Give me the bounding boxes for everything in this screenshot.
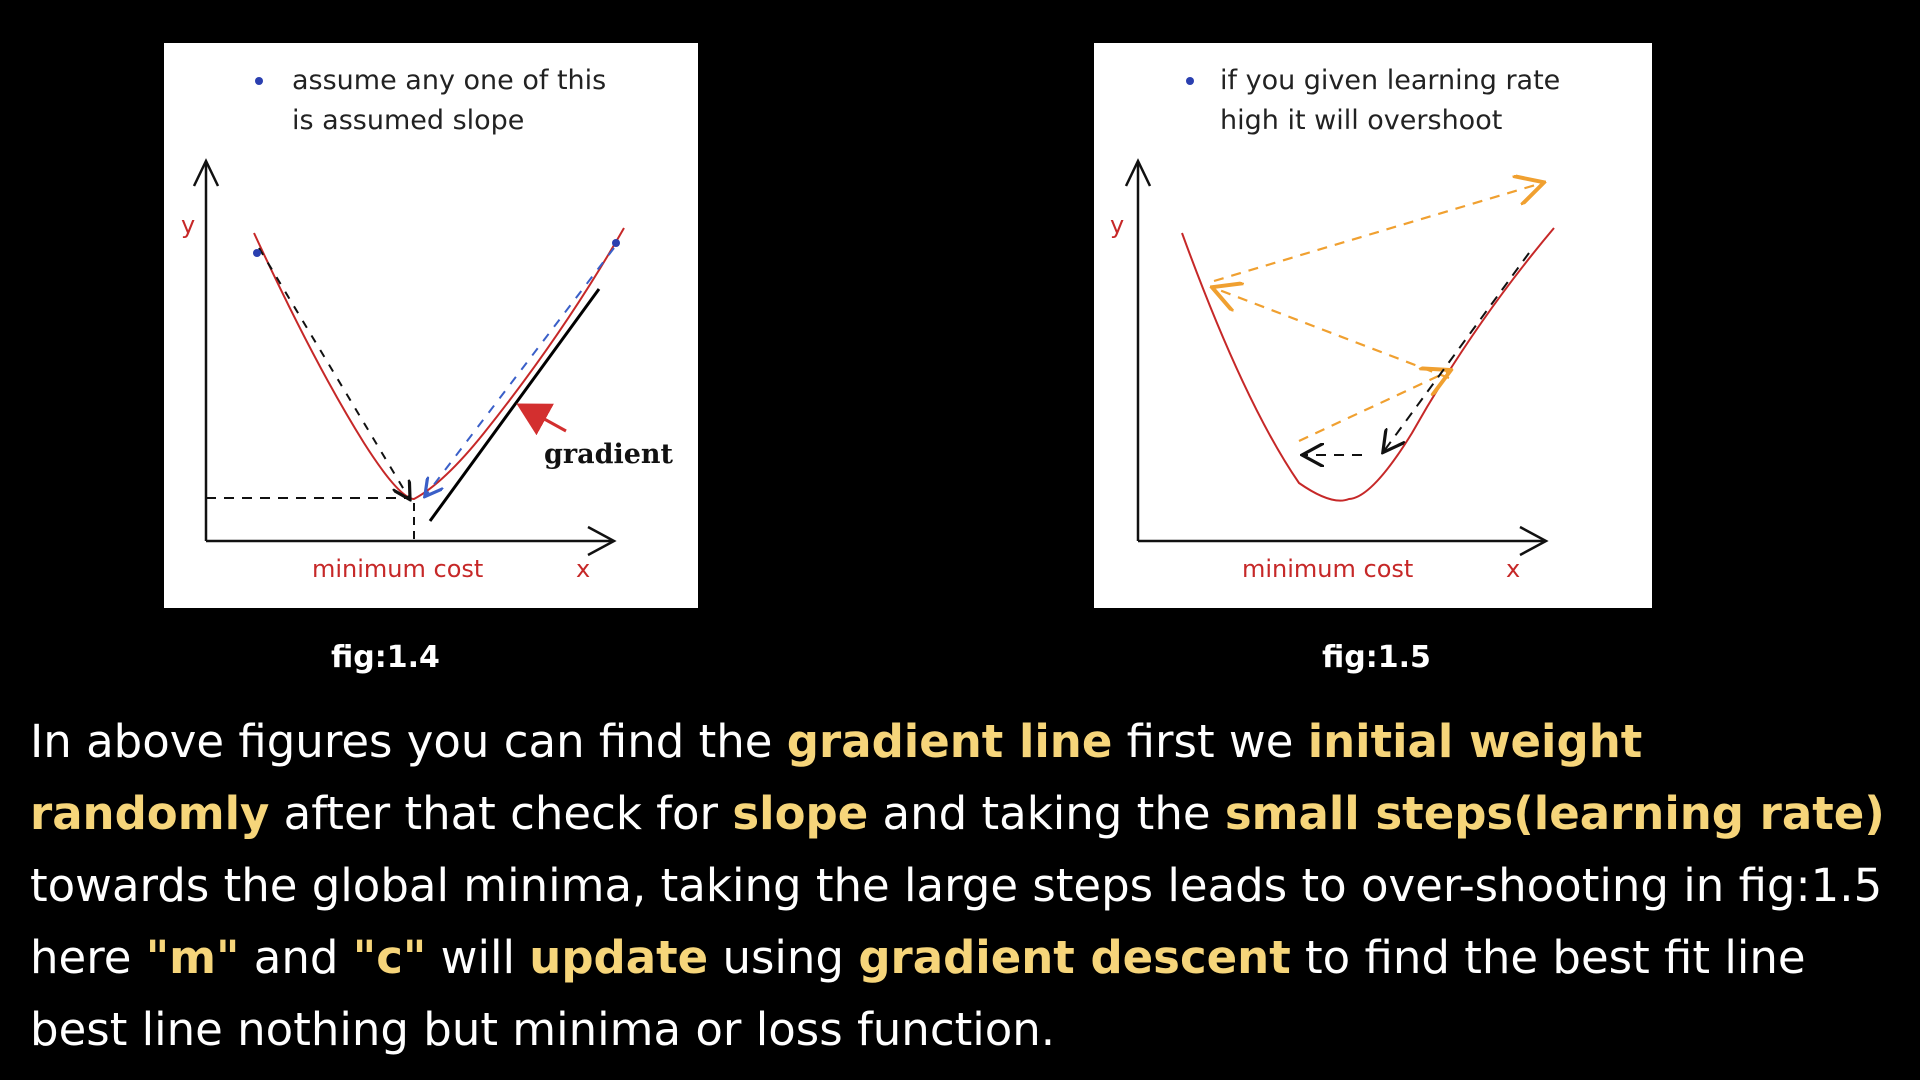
y-axis-arrow: [192, 158, 220, 187]
note-bullet: [1186, 77, 1194, 85]
note-line-1: if you given learning rate: [1220, 65, 1560, 96]
overshoot-step-1: [1298, 371, 1449, 442]
description-text: towards the global minima, taking the la…: [30, 859, 1883, 984]
highlighted-term: slope: [732, 787, 869, 840]
left-descent-steps: [258, 247, 409, 498]
description-text: will: [426, 931, 530, 984]
description-text: after that check for: [269, 787, 733, 840]
figure-1-4: assume any one of this is assumed slope …: [164, 43, 698, 608]
note-line-1: assume any one of this: [292, 65, 606, 96]
highlighted-term: small steps(learning rate): [1224, 787, 1885, 840]
description-text: and taking the: [868, 787, 1225, 840]
highlighted-term: gradient line: [786, 715, 1113, 768]
x-axis-title: minimum cost: [312, 555, 483, 583]
highlighted-term: initial weight randomly: [30, 715, 1643, 840]
x-axis-arrow: [1519, 525, 1549, 557]
overshoot-step-2: [1214, 288, 1450, 380]
description-text: to find the best fit line best line noth…: [30, 931, 1806, 1056]
highlighted-term: update: [529, 931, 709, 984]
right-descent-steps: [1384, 252, 1530, 451]
y-axis-arrow: [1124, 158, 1152, 187]
gradient-slope-diagram: assume any one of this is assumed slope …: [181, 65, 674, 583]
right-descent-steps: [426, 247, 615, 495]
loss-curve: [1181, 227, 1555, 502]
x-label: x: [1506, 555, 1520, 583]
overshoot-diagram: if you given learning rate high it will …: [1110, 65, 1560, 583]
description-text: first we: [1112, 715, 1308, 768]
y-label: y: [1110, 211, 1124, 239]
loss-curve: [253, 227, 625, 501]
note-line-2: is assumed slope: [292, 105, 524, 136]
figure-1-5: if you given learning rate high it will …: [1094, 43, 1652, 608]
description-paragraph: In above figures you can find the gradie…: [30, 706, 1890, 1066]
gradient-label: gradient: [544, 439, 674, 470]
start-point-right: [612, 239, 620, 247]
gradient-pointer-arrow: [516, 403, 567, 436]
figure-caption-1-5: fig:1.5: [1322, 640, 1431, 675]
x-axis-title: minimum cost: [1242, 555, 1413, 583]
description-text: and: [239, 931, 353, 984]
note-line-2: high it will overshoot: [1220, 105, 1502, 136]
highlighted-term: gradient descent: [858, 931, 1291, 984]
x-label: x: [576, 555, 590, 583]
highlighted-term: "m": [145, 931, 240, 984]
y-label: y: [181, 211, 195, 239]
description-text: using: [708, 931, 859, 984]
description-text: In above figures you can find the: [30, 715, 787, 768]
start-point-left: [253, 249, 261, 257]
figure-caption-1-4: fig:1.4: [331, 640, 440, 675]
note-bullet: [255, 77, 263, 85]
gradient-line: [428, 288, 601, 522]
overshoot-step-3: [1213, 183, 1542, 283]
highlighted-term: "c": [352, 931, 427, 984]
x-axis-arrow: [587, 525, 617, 557]
